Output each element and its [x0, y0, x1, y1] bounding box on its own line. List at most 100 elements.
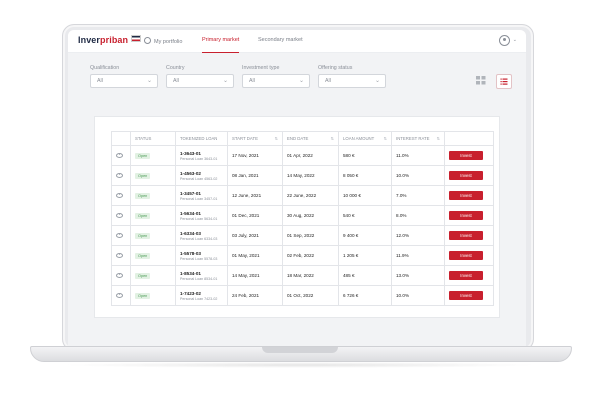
interest-rate-cell: 11.9%: [391, 245, 445, 266]
filter-label: Qualification: [90, 65, 120, 71]
view-cell: [111, 205, 131, 226]
flag-icon: [131, 35, 142, 42]
eye-icon[interactable]: [116, 192, 123, 198]
loans-card: STATUS TOKENIZED LOAN START DATE ⇅ END DA…: [94, 116, 500, 318]
eye-icon[interactable]: [116, 272, 123, 278]
status-cell: Open: [130, 245, 176, 266]
eye-icon[interactable]: [116, 232, 123, 238]
loan-subtitle: Personal Loan 5634-01: [180, 216, 218, 221]
loan-id[interactable]: 1-7423-02: [180, 290, 201, 296]
view-cell: [111, 285, 131, 306]
sort-icon[interactable]: ⇅: [274, 136, 278, 141]
table-row[interactable]: Open 1-5578-03 Personal Loan 5578-03 01 May…: [111, 245, 494, 266]
nav-my-portfolio[interactable]: My portfolio: [144, 37, 182, 52]
eye-icon[interactable]: [116, 172, 123, 178]
end-date-cell: 01 Oct, 2022: [282, 285, 339, 306]
loan-amount-cell: 540 €: [338, 205, 392, 226]
invest-button[interactable]: Invest: [449, 251, 483, 260]
header-tokenized-loan[interactable]: TOKENIZED LOAN: [175, 131, 228, 146]
status-cell: Open: [130, 265, 176, 286]
list-view-button[interactable]: [496, 74, 512, 89]
qualification-select[interactable]: All ⌄: [90, 74, 158, 88]
end-date-cell: 01 Apr, 2022: [282, 145, 339, 166]
chevron-down-icon[interactable]: ⌄: [512, 37, 517, 43]
filter-investment-type: Investment type All ⌄: [242, 65, 310, 88]
nav-primary-market[interactable]: Primary market: [202, 37, 240, 53]
invest-button[interactable]: Invest: [449, 231, 483, 240]
eye-icon[interactable]: [116, 292, 123, 298]
user-icon[interactable]: [499, 35, 510, 46]
loan-cell: 1-5578-03 Personal Loan 5578-03: [175, 245, 228, 266]
offering-status-select[interactable]: All ⌄: [318, 74, 386, 88]
invest-button[interactable]: Invest: [449, 171, 483, 180]
header-action: [444, 131, 494, 146]
loan-amount-cell: 8 050 €: [338, 165, 392, 186]
header-interest-rate[interactable]: INTEREST RATE ⇅: [391, 131, 445, 146]
header-label: LOAN AMOUNT: [343, 136, 375, 141]
table-row[interactable]: Open 1-6334-03 Personal Loan 6334-03 03 Jul…: [111, 225, 494, 246]
header-loan-amount[interactable]: LOAN AMOUNT ⇅: [338, 131, 392, 146]
logo-text-part1: Inver: [78, 35, 101, 45]
nav-secondary-market[interactable]: Secondary market: [258, 37, 303, 52]
grid-icon[interactable]: [476, 76, 486, 85]
status-badge: Open: [135, 152, 151, 159]
loans-table: STATUS TOKENIZED LOAN START DATE ⇅ END DA…: [111, 131, 494, 306]
filter-bar: Qualification All ⌄ Country All ⌄ Invest…: [68, 53, 526, 101]
loan-id[interactable]: 1-8534-01: [180, 270, 201, 276]
loan-id[interactable]: 1-3457-01: [180, 190, 201, 196]
investment-type-select[interactable]: All ⌄: [242, 74, 310, 88]
header-end-date[interactable]: END DATE ⇅: [282, 131, 339, 146]
table-row[interactable]: Open 1-3643-01 Personal Loan 3643-01 17 Nov…: [111, 145, 494, 166]
invest-button[interactable]: Invest: [449, 191, 483, 200]
eye-icon[interactable]: [116, 212, 123, 218]
interest-rate-cell: 10.0%: [391, 285, 445, 306]
invest-button[interactable]: Invest: [449, 211, 483, 220]
loan-subtitle: Personal Loan 4563-02: [180, 176, 218, 181]
eye-icon[interactable]: [116, 252, 123, 258]
loan-subtitle: Personal Loan 6334-03: [180, 236, 218, 241]
sort-icon[interactable]: ⇅: [436, 136, 440, 141]
start-date-cell: 14 May, 2021: [227, 265, 283, 286]
end-date-cell: 14 May, 2022: [282, 165, 339, 186]
chevron-down-icon: ⌄: [222, 78, 228, 84]
filter-offering-status: Offering status All ⌄: [318, 65, 386, 88]
eye-icon[interactable]: [116, 152, 123, 158]
invest-button[interactable]: Invest: [449, 291, 483, 300]
status-cell: Open: [130, 145, 176, 166]
invest-button[interactable]: Invest: [449, 271, 483, 280]
header-status[interactable]: STATUS: [130, 131, 176, 146]
loan-amount-cell: 9 400 €: [338, 225, 392, 246]
sort-icon[interactable]: ⇅: [330, 136, 334, 141]
sort-icon[interactable]: ⇅: [383, 136, 387, 141]
country-select[interactable]: All ⌄: [166, 74, 234, 88]
action-cell: Invest: [444, 225, 494, 246]
loan-cell: 1-3643-01 Personal Loan 3643-01: [175, 145, 228, 166]
filter-label: Investment type: [242, 65, 280, 71]
list-icon: [500, 78, 508, 85]
start-date-cell: 24 Feb, 2021: [227, 285, 283, 306]
table-row[interactable]: Open 1-5634-01 Personal Loan 5634-01 01 Dec…: [111, 205, 494, 226]
loan-id[interactable]: 1-5578-03: [180, 250, 201, 256]
invest-button[interactable]: Invest: [449, 151, 483, 160]
start-date-cell: 17 Nov, 2021: [227, 145, 283, 166]
loan-id[interactable]: 1-5634-01: [180, 210, 201, 216]
table-row[interactable]: Open 1-7423-02 Personal Loan 7423-02 24 Feb…: [111, 285, 494, 306]
filter-qualification: Qualification All ⌄: [90, 65, 158, 88]
table-header-row: STATUS TOKENIZED LOAN START DATE ⇅ END DA…: [111, 131, 494, 146]
table-row[interactable]: Open 1-8534-01 Personal Loan 8534-01 14 May…: [111, 265, 494, 286]
view-cell: [111, 165, 131, 186]
table-row[interactable]: Open 1-4563-02 Personal Loan 4563-02 08 Jan…: [111, 165, 494, 186]
header-start-date[interactable]: START DATE ⇅: [227, 131, 283, 146]
loan-cell: 1-4563-02 Personal Loan 4563-02: [175, 165, 228, 186]
table-row[interactable]: Open 1-3457-01 Personal Loan 3457-01 12 Jun…: [111, 185, 494, 206]
status-cell: Open: [130, 225, 176, 246]
filter-label: Offering status: [318, 65, 353, 71]
loan-id[interactable]: 1-6334-03: [180, 230, 201, 236]
laptop-shadow: [60, 362, 540, 368]
inverpriban-logo[interactable]: Inverpriban: [78, 35, 142, 45]
loan-id[interactable]: 1-3643-01: [180, 150, 201, 156]
interest-rate-cell: 12.0%: [391, 225, 445, 246]
filter-country: Country All ⌄: [166, 65, 234, 88]
status-badge: Open: [135, 212, 151, 219]
loan-id[interactable]: 1-4563-02: [180, 170, 201, 176]
